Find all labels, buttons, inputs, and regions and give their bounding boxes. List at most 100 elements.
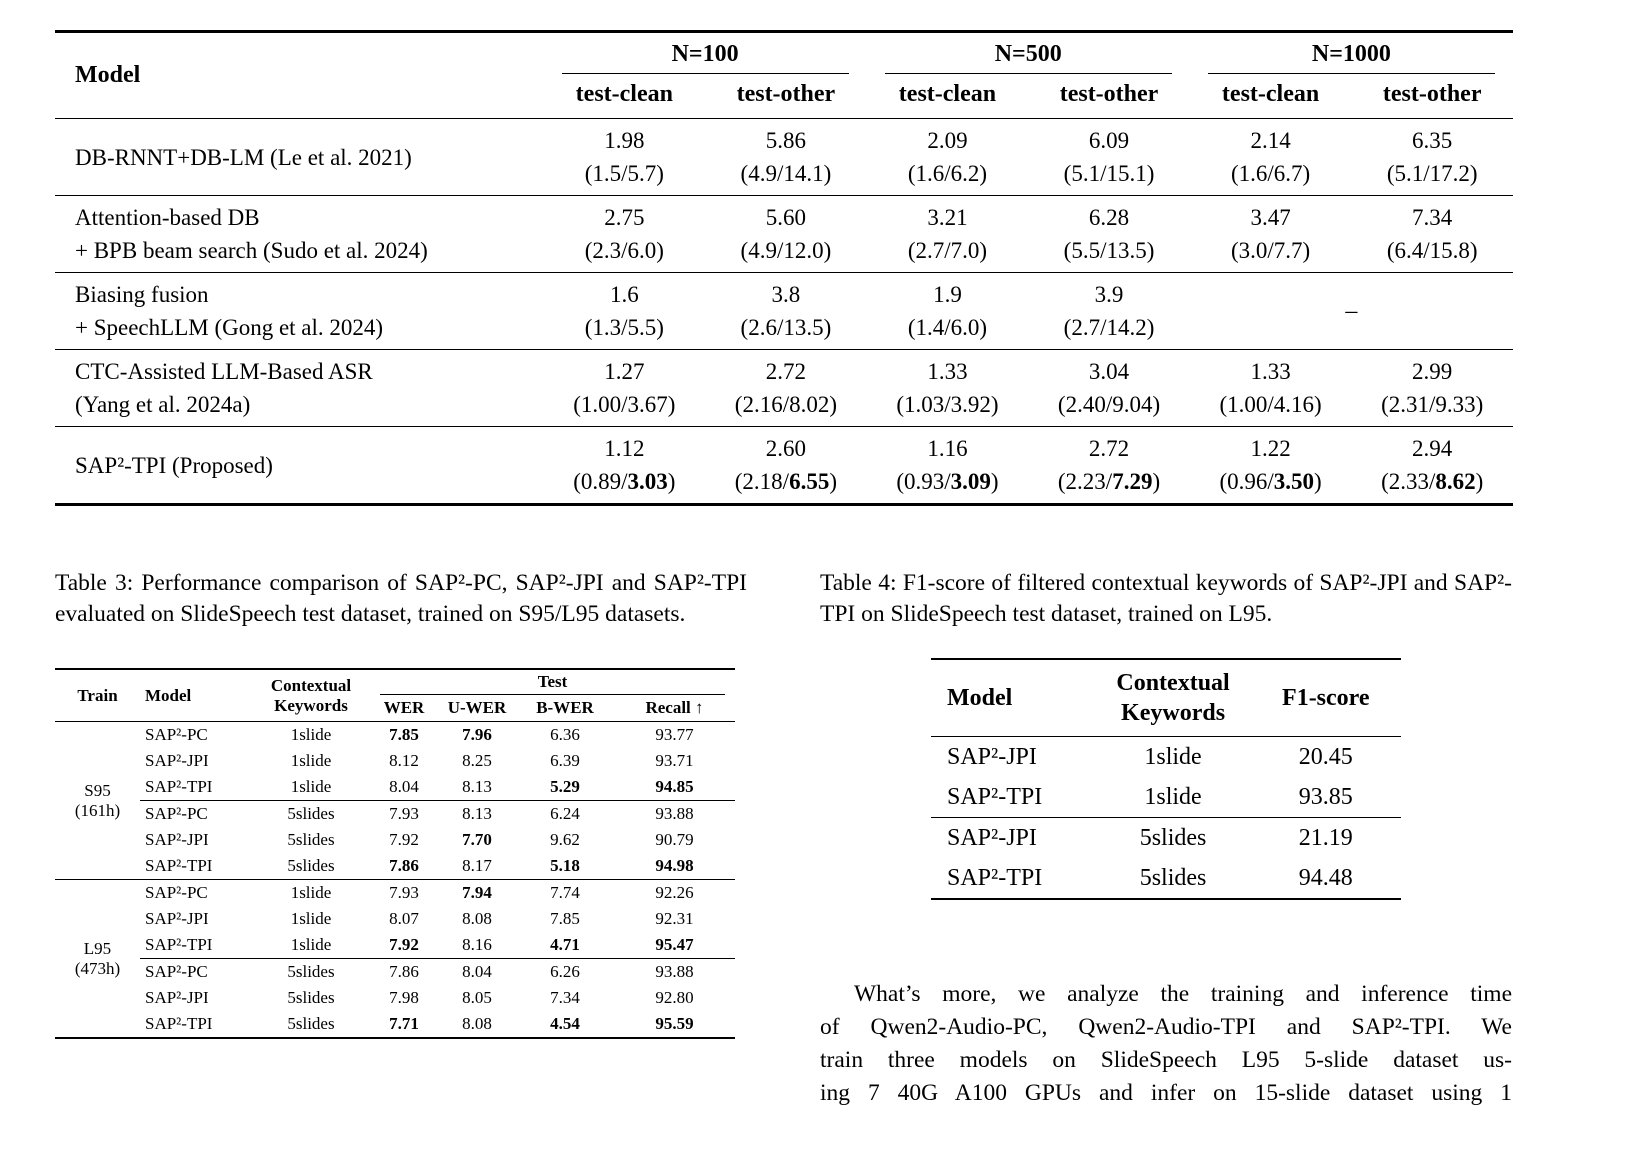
table3-keywords-header: Contextual Keywords [252, 669, 370, 722]
metric-value: 2.94 (2.33/8.62) [1351, 427, 1513, 505]
paragraph-line: of Qwen2-Audio-PC, Qwen2-Audio-TPI and S… [820, 1014, 1512, 1040]
wer-main-value: 3.8 [771, 282, 801, 307]
model-name: SAP²-PC [140, 958, 252, 985]
model-name: SAP²-TPI [145, 777, 213, 796]
metric-value: 1.9 (1.4/6.0) [867, 273, 1029, 350]
table4-row: SAP²-JPI 5slides 21.19 [931, 817, 1401, 858]
metric-value: 3.47 (3.0/7.7) [1190, 196, 1352, 273]
main-table-group-n500: N=500 [867, 32, 1190, 74]
metric-value: 93.88 [614, 958, 735, 985]
main-table-row: Biasing fusion + SpeechLLM (Gong et al. 2… [55, 272, 1513, 350]
table3-row: SAP²-JPI 5slides 7.92 7.70 9.62 90.79 [55, 827, 735, 853]
model-name: SAP²-TPI [947, 784, 1043, 810]
paragraph-line: ing 7 40G A100 GPUs and infer on 15-slid… [820, 1080, 1512, 1106]
table4-row: SAP²-TPI 1slide 93.85 [931, 777, 1401, 818]
wer-detail-value: (2.18/6.55) [734, 469, 837, 494]
model-name: SAP²-TPI [145, 1014, 213, 1033]
model-name: SAP²-TPI [145, 856, 213, 875]
metric-value: 1.16 (0.93/3.09) [867, 427, 1029, 505]
wer-detail-value: (2.7/7.0) [907, 238, 988, 263]
metric-value: 5.86 (4.9/14.1) [705, 119, 867, 196]
wer-main-value: 1.98 [604, 128, 645, 153]
test-group-label: Test [380, 672, 725, 695]
model-name: SAP²-JPI [145, 988, 209, 1007]
metric-value: 6.28 (5.5/13.5) [1028, 196, 1190, 273]
wer-detail-value: (3.0/7.7) [1230, 238, 1311, 263]
table3-row: S95 (161h) SAP²-PC 1slide 7.85 7.96 6.36 93.77 [55, 722, 735, 820]
f1-score-value: 93.85 [1298, 784, 1353, 810]
metric-value: 7.92 [389, 830, 419, 849]
metric-value: 7.71 [389, 1014, 419, 1033]
metric-value: 2.72 (2.23/7.29) [1028, 427, 1190, 505]
wer-detail-value: (6.4/15.8) [1386, 238, 1478, 263]
model-name: SAP²-JPI [947, 744, 1037, 770]
metric-value: 7.85 [550, 909, 580, 928]
main-table-body: DB-RNNT+DB-LM (Le et al. 2021) 1.98 (1.5/5… [55, 119, 1513, 505]
metric-value: – [1345, 297, 1358, 324]
contextual-keywords: 5slides [287, 988, 335, 1007]
wer-main-value: 1.27 [604, 359, 645, 384]
table3-row: SAP²-TPI 5slides 7.71 8.08 4.54 95.59 [55, 1011, 735, 1038]
wer-detail-value: (2.40/9.04) [1057, 392, 1161, 417]
metric-value: 95.59 [655, 1014, 694, 1033]
table3-uwer-header: U-WER [438, 695, 516, 722]
table3-caption: Table 3: Performance comparison of SAP²-… [55, 570, 747, 627]
metric-value: 6.24 [516, 800, 614, 827]
metric-value: 8.25 [462, 751, 492, 770]
metric-value: 3.04 (2.40/9.04) [1028, 350, 1190, 427]
wer-main-value: 1.33 [1250, 359, 1291, 384]
wer-main-value: 1.33 [927, 359, 968, 384]
model-name: Attention-based DB + BPB beam search (Sud… [75, 205, 428, 263]
main-table-group-n100: N=100 [544, 32, 867, 74]
metric-value: 94.85 [655, 777, 694, 796]
model-name: SAP²-JPI [931, 817, 1096, 858]
metric-value: 2.72 (2.16/8.02) [705, 350, 867, 427]
metric-value: 2.99 (2.31/9.33) [1351, 350, 1513, 427]
model-name: DB-RNNT+DB-LM (Le et al. 2021) [75, 144, 412, 170]
group-label-n100: N=100 [561, 41, 849, 74]
wer-detail-value: (0.96/3.50) [1219, 469, 1322, 494]
model-name: SAP²-TPI [145, 935, 213, 954]
table4-section: Model Contextual Keywords F1-score SAP²-… [820, 658, 1512, 900]
metric-value: 94.98 [655, 856, 694, 875]
main-table-row: SAP²-TPI (Proposed) 1.12 (0.89/3.03) 2.60 (2… [55, 426, 1513, 505]
main-table-row: CTC-Assisted LLM-Based ASR (Yang et al. 2… [55, 349, 1513, 427]
wer-detail-value: (2.16/8.02) [734, 392, 837, 417]
table3-row: SAP²-TPI 1slide 8.04 8.13 5.29 94.85 [55, 774, 735, 801]
metric-value: 6.26 [516, 958, 614, 985]
wer-main-value: 1.6 [609, 282, 639, 307]
table3-test-group-header: Test [370, 669, 735, 695]
metric-value: 8.04 [438, 958, 516, 985]
wer-detail-value: (2.33/8.62) [1381, 469, 1484, 494]
metric-value: 3.8 (2.6/13.5) [705, 273, 867, 350]
metric-value: 92.26 [614, 879, 735, 906]
wer-main-value: 3.47 [1250, 205, 1291, 230]
model-name: CTC-Assisted LLM-Based ASR (Yang et al. 2… [75, 359, 373, 417]
metric-value: 95.47 [655, 935, 694, 954]
table3-row: SAP²-PC 5slides 7.93 8.13 6.24 93.88 [55, 800, 735, 827]
main-table-group-row: Model N=100 N=500 N=1000 [55, 31, 1513, 119]
contextual-keywords: 1slide [290, 725, 332, 744]
wer-detail-value: (5.1/17.2) [1386, 161, 1478, 186]
metric-value: 6.09 (5.1/15.1) [1028, 119, 1190, 196]
model-name: SAP²-TPI (Proposed) [75, 452, 273, 478]
model-name: Biasing fusion + SpeechLLM (Gong et al. 2… [75, 282, 384, 340]
metric-value: 1.22 (0.96/3.50) [1190, 427, 1352, 505]
wer-main-value: 2.75 [604, 205, 645, 230]
table3-row: SAP²-TPI 5slides 7.86 8.17 5.18 94.98 [55, 853, 735, 880]
metric-value: 5.18 [550, 856, 580, 875]
wer-main-value: 2.99 [1412, 359, 1453, 384]
main-results-table: Model N=100 N=500 N=1000 test-clean test-… [55, 30, 1513, 506]
model-name: SAP²-PC [145, 725, 208, 744]
wer-detail-value: (4.9/14.1) [740, 161, 832, 186]
wer-detail-value: (0.93/3.09) [896, 469, 999, 494]
table4: Model Contextual Keywords F1-score SAP²-… [931, 658, 1401, 900]
f1-score-value: 21.19 [1250, 817, 1401, 858]
f1-score-value: 94.48 [1298, 865, 1353, 891]
metric-value: 7.86 [370, 958, 438, 985]
contextual-keywords: 1slide [290, 751, 332, 770]
metric-value: 92.80 [655, 988, 694, 1007]
wer-main-value: 1.12 [604, 436, 645, 461]
metric-value: 7.94 [438, 879, 516, 906]
metric-value: 5.60 (4.9/12.0) [705, 196, 867, 273]
